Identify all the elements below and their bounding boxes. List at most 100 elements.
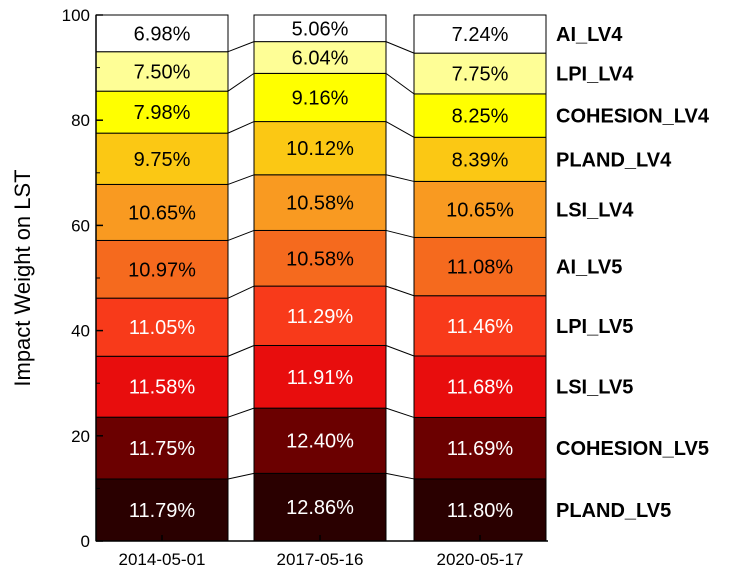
y-tick-label: 60	[71, 216, 90, 235]
data-label: 7.24%	[452, 24, 509, 46]
y-axis-ticks: 0 20 40 60 80 100	[62, 6, 103, 551]
data-label: 5.06%	[292, 18, 349, 40]
connector-line	[385, 229, 415, 238]
connector-line	[385, 345, 415, 357]
data-label: 7.98%	[134, 102, 191, 124]
connector-line	[227, 407, 255, 418]
connector-line	[385, 407, 415, 418]
connector-line	[227, 345, 255, 357]
connector-line	[385, 174, 415, 182]
data-label: 11.29%	[287, 306, 354, 328]
x-tick-label: 2017-05-16	[277, 550, 364, 569]
data-label: 11.08%	[447, 257, 514, 279]
legend-entry-pland-lv5: PLAND_LV5	[556, 500, 671, 522]
legend-entry-lpi-lv5: LPI_LV5	[556, 316, 633, 338]
data-label: 11.79%	[129, 500, 196, 522]
bar-segment-lsi-lv4-0	[95, 183, 229, 241]
data-label: 11.69%	[447, 438, 514, 460]
data-label: 10.65%	[446, 199, 514, 221]
connector-line	[227, 472, 255, 480]
data-label: 10.97%	[128, 259, 196, 281]
connector-line	[385, 41, 415, 54]
segment-labels: 11.79% 12.86% 11.80% 11.75% 12.40% 11.69% 11.5…	[128, 18, 514, 522]
legend-entry-lsi-lv4: LSI_LV4	[556, 199, 634, 221]
y-tick-label: 100	[62, 6, 90, 25]
data-label: 11.05%	[129, 317, 196, 339]
y-tick-label: 0	[81, 532, 90, 551]
data-label: 6.98%	[134, 23, 191, 45]
bar-segment-lsi-lv5-1	[253, 344, 387, 409]
bar-segment-cohesion-lv5-1	[253, 407, 387, 474]
data-label: 9.16%	[292, 87, 349, 109]
data-label: 11.80%	[447, 500, 514, 522]
data-label: 11.68%	[447, 377, 514, 399]
bar-segment-lsi-lv5-2	[413, 355, 547, 418]
bar-segment-lsi-lv4-2	[413, 180, 547, 238]
connector-line	[227, 285, 255, 299]
data-label: 6.04%	[292, 48, 349, 70]
x-tick-label: 2014-05-01	[119, 550, 206, 569]
legend: PLAND_LV5 COHESION_LV5 LSI_LV5 LPI_LV5 AI_LV…	[556, 24, 710, 522]
connector-line	[227, 121, 255, 134]
data-label: 12.40%	[286, 431, 354, 453]
bar-segment-pland-lv4-1	[253, 121, 387, 176]
bar-segment-lsi-lv5-0	[95, 355, 229, 418]
bar-segment-lsi-lv4-1	[253, 174, 387, 231]
bar-segment-ai-lv4-2	[413, 14, 547, 54]
connector-line	[227, 41, 255, 53]
data-label: 10.65%	[128, 202, 196, 224]
data-label: 9.75%	[134, 149, 191, 171]
legend-entry-lpi-lv4: LPI_LV4	[556, 64, 634, 86]
legend-entry-ai-lv4: AI_LV4	[556, 24, 623, 46]
connector-line	[385, 472, 415, 480]
x-axis-ticks: 2014-05-01 2017-05-16 2020-05-17	[119, 535, 524, 569]
bar-segments	[95, 14, 547, 542]
connector-line	[227, 72, 255, 92]
bar-segment-cohesion-lv4-1	[253, 72, 387, 123]
data-label: 10.58%	[286, 193, 354, 215]
y-tick-label: 80	[71, 111, 90, 130]
legend-entry-lsi-lv5: LSI_LV5	[556, 377, 633, 399]
data-label: 7.75%	[452, 64, 509, 86]
bar-segment-cohesion-lv4-2	[413, 93, 547, 138]
connector-line	[227, 229, 255, 241]
data-label: 12.86%	[286, 497, 354, 519]
x-tick-label: 2020-05-17	[437, 550, 524, 569]
bar-segment-ai-lv5-2	[413, 236, 547, 297]
bar-connectors	[227, 41, 415, 480]
bar-segment-ai-lv5-1	[253, 229, 387, 287]
connector-line	[385, 285, 415, 297]
bar-segment-lpi-lv4-1	[253, 41, 387, 74]
bar-segment-lpi-lv4-2	[413, 52, 547, 95]
data-label: 7.50%	[134, 61, 191, 83]
data-label: 11.75%	[129, 438, 196, 460]
y-tick-label: 40	[71, 322, 90, 341]
legend-entry-pland-lv4: PLAND_LV4	[556, 149, 672, 171]
connector-line	[385, 121, 415, 138]
bar-segment-ai-lv5-0	[95, 239, 229, 299]
bar-segment-lpi-lv5-1	[253, 285, 387, 346]
bar-segment-lpi-lv4-0	[95, 51, 229, 92]
bar-segment-ai-lv4-1	[253, 14, 387, 43]
legend-entry-ai-lv5: AI_LV5	[556, 257, 622, 279]
bar-segment-cohesion-lv5-2	[413, 416, 547, 480]
data-label: 8.25%	[452, 106, 509, 128]
connector-line	[227, 174, 255, 185]
bar-segment-lpi-lv5-2	[413, 295, 547, 357]
bar-segment-ai-lv4-0	[95, 14, 229, 53]
legend-entry-cohesion-lv4: COHESION_LV4	[556, 106, 710, 128]
data-label: 11.46%	[447, 316, 514, 338]
connector-line	[385, 72, 415, 95]
data-label: 10.58%	[286, 248, 354, 270]
y-axis-title: Impact Weight on LST	[10, 169, 35, 386]
bar-segment-pland-lv4-2	[413, 136, 547, 182]
data-label: 11.58%	[129, 377, 196, 399]
bar-segment-cohesion-lv5-0	[95, 416, 229, 480]
legend-entry-cohesion-lv5: COHESION_LV5	[556, 438, 709, 460]
bar-segment-pland-lv4-0	[95, 132, 229, 185]
data-label: 8.39%	[452, 149, 509, 171]
data-label: 10.12%	[286, 138, 354, 160]
y-tick-label: 20	[71, 427, 90, 446]
data-label: 11.91%	[287, 367, 354, 389]
